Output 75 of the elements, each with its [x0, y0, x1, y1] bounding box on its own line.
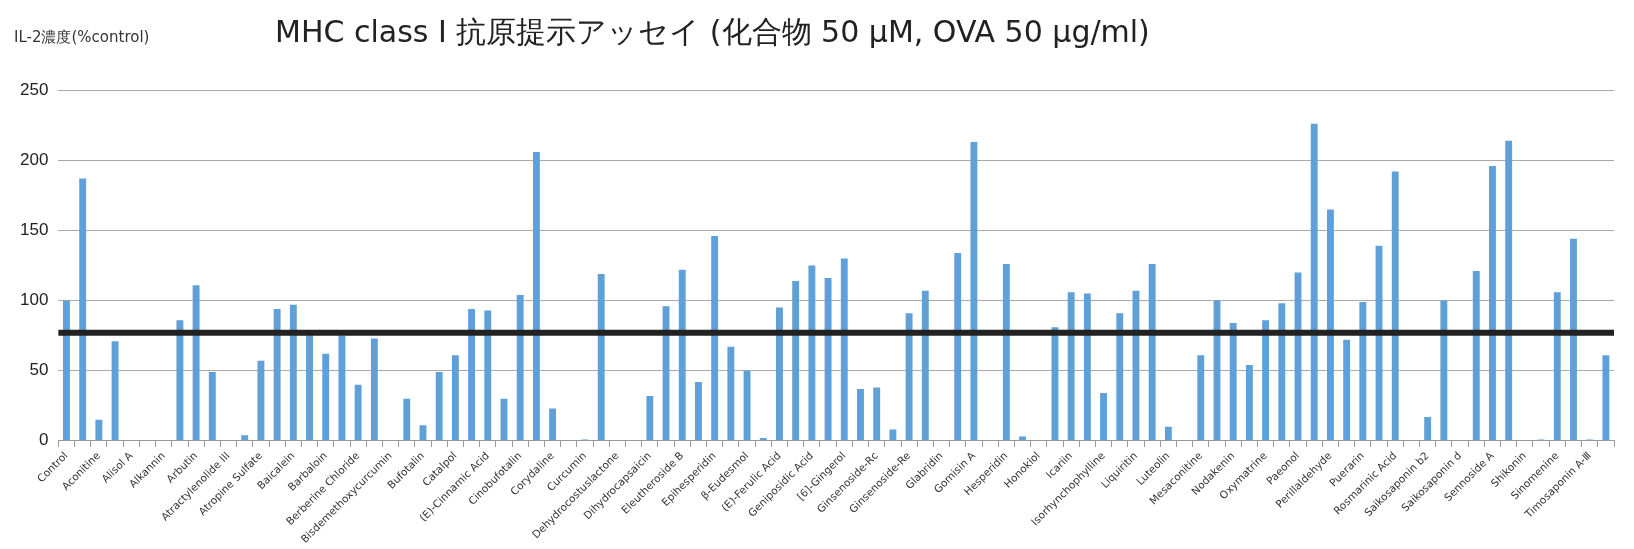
bar: [1359, 301, 1367, 441]
bar: [1489, 165, 1496, 441]
bar: [954, 252, 962, 441]
bar: [695, 381, 702, 441]
bar: [1262, 320, 1270, 441]
bar: [1343, 339, 1351, 441]
bar: [1067, 292, 1075, 441]
bar: [1245, 365, 1253, 441]
bar: [1326, 209, 1334, 441]
y-tick-label: 250: [19, 79, 49, 99]
bar: [597, 273, 605, 441]
bar: [549, 408, 557, 441]
bar: [646, 395, 654, 441]
bar: [1553, 292, 1561, 441]
bar: [970, 142, 978, 441]
bar: [516, 294, 524, 441]
bar: [451, 355, 459, 441]
bar: [273, 308, 281, 441]
bar: [1310, 123, 1318, 441]
bar: [921, 290, 929, 441]
bar: [79, 178, 87, 441]
bar: [435, 372, 443, 441]
bar: [1391, 171, 1399, 441]
bar: [905, 313, 913, 441]
bar: [1083, 293, 1091, 441]
y-axis-title: IL-2濃度(%control): [14, 28, 150, 47]
bar: [208, 372, 216, 441]
bar: [776, 307, 783, 441]
bar: [322, 353, 330, 441]
bar: [808, 265, 816, 441]
bar: [1505, 140, 1513, 441]
bar: [727, 346, 735, 441]
bar: [192, 285, 200, 441]
bar: [1229, 323, 1237, 441]
bar: [873, 387, 881, 441]
bar: [1424, 416, 1432, 441]
bar: [1164, 426, 1172, 441]
bar: [1472, 271, 1480, 441]
bar: [257, 360, 265, 441]
bar: [1278, 303, 1286, 441]
y-tick-label: 100: [19, 290, 49, 310]
bar: [1116, 313, 1124, 441]
bar: [1197, 355, 1205, 441]
bar: [840, 258, 848, 441]
bar: [1440, 300, 1448, 441]
bar: [370, 338, 378, 441]
bar: [678, 269, 686, 441]
bar: [889, 429, 897, 441]
bar: [857, 388, 864, 441]
bar: [354, 384, 362, 441]
y-tick-label: 200: [19, 150, 49, 170]
bar: [484, 310, 492, 441]
y-tick-label: 150: [19, 220, 49, 240]
bar: [1148, 264, 1156, 441]
bar: [1570, 238, 1577, 441]
y-tick-label: 0: [38, 430, 49, 450]
bar: [176, 320, 184, 441]
bar: [111, 341, 119, 441]
bar: [743, 370, 751, 441]
bar: [792, 280, 800, 441]
bar: [241, 435, 249, 441]
bar: [95, 419, 103, 441]
bar: [824, 278, 832, 441]
bar: [289, 304, 297, 441]
bar: [468, 308, 476, 441]
bar: [1002, 264, 1010, 441]
bar: [711, 236, 719, 441]
bar: [532, 151, 540, 441]
chart-title: MHC class I 抗原提示アッセイ (化合物 50 μM, OVA 50 μg/ml): [275, 13, 1150, 51]
bar: [403, 398, 411, 441]
bar: [306, 334, 313, 441]
bar: [1602, 355, 1610, 441]
bar: [1100, 393, 1107, 441]
y-tick-label: 50: [29, 360, 49, 380]
bar: [63, 300, 70, 441]
